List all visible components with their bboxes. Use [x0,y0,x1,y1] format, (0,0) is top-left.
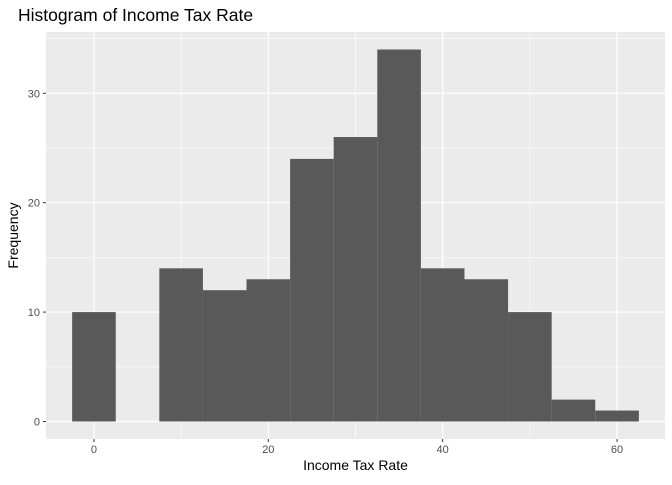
x-tick-label: 60 [611,444,623,456]
histogram-bar [508,312,552,422]
x-tick-label: 40 [437,444,449,456]
y-axis-title: Frequency [5,202,21,268]
histogram-bar [595,410,639,422]
histogram-bar [333,137,378,422]
x-axis: 0 20 40 60 [91,439,623,456]
histogram-bar [551,399,596,422]
histogram-bar [377,49,421,422]
histogram-bar [420,268,465,422]
histogram-bars [72,49,639,422]
histogram-bar [290,158,334,422]
histogram-bar [202,290,247,422]
y-tick-label: 0 [34,416,40,428]
chart-title: Histogram of Income Tax Rate [18,5,253,25]
y-tick-label: 20 [28,198,40,210]
y-tick-label: 30 [28,88,40,100]
histogram-bar [72,312,116,422]
x-tick-label: 20 [262,444,274,456]
x-axis-title: Income Tax Rate [303,457,408,473]
histogram-bar [464,279,509,422]
y-tick-label: 10 [28,307,40,319]
x-tick-label: 0 [91,444,97,456]
histogram-bar [159,268,203,422]
histogram-bar [246,279,291,422]
y-axis: 0 10 20 30 [28,88,46,428]
